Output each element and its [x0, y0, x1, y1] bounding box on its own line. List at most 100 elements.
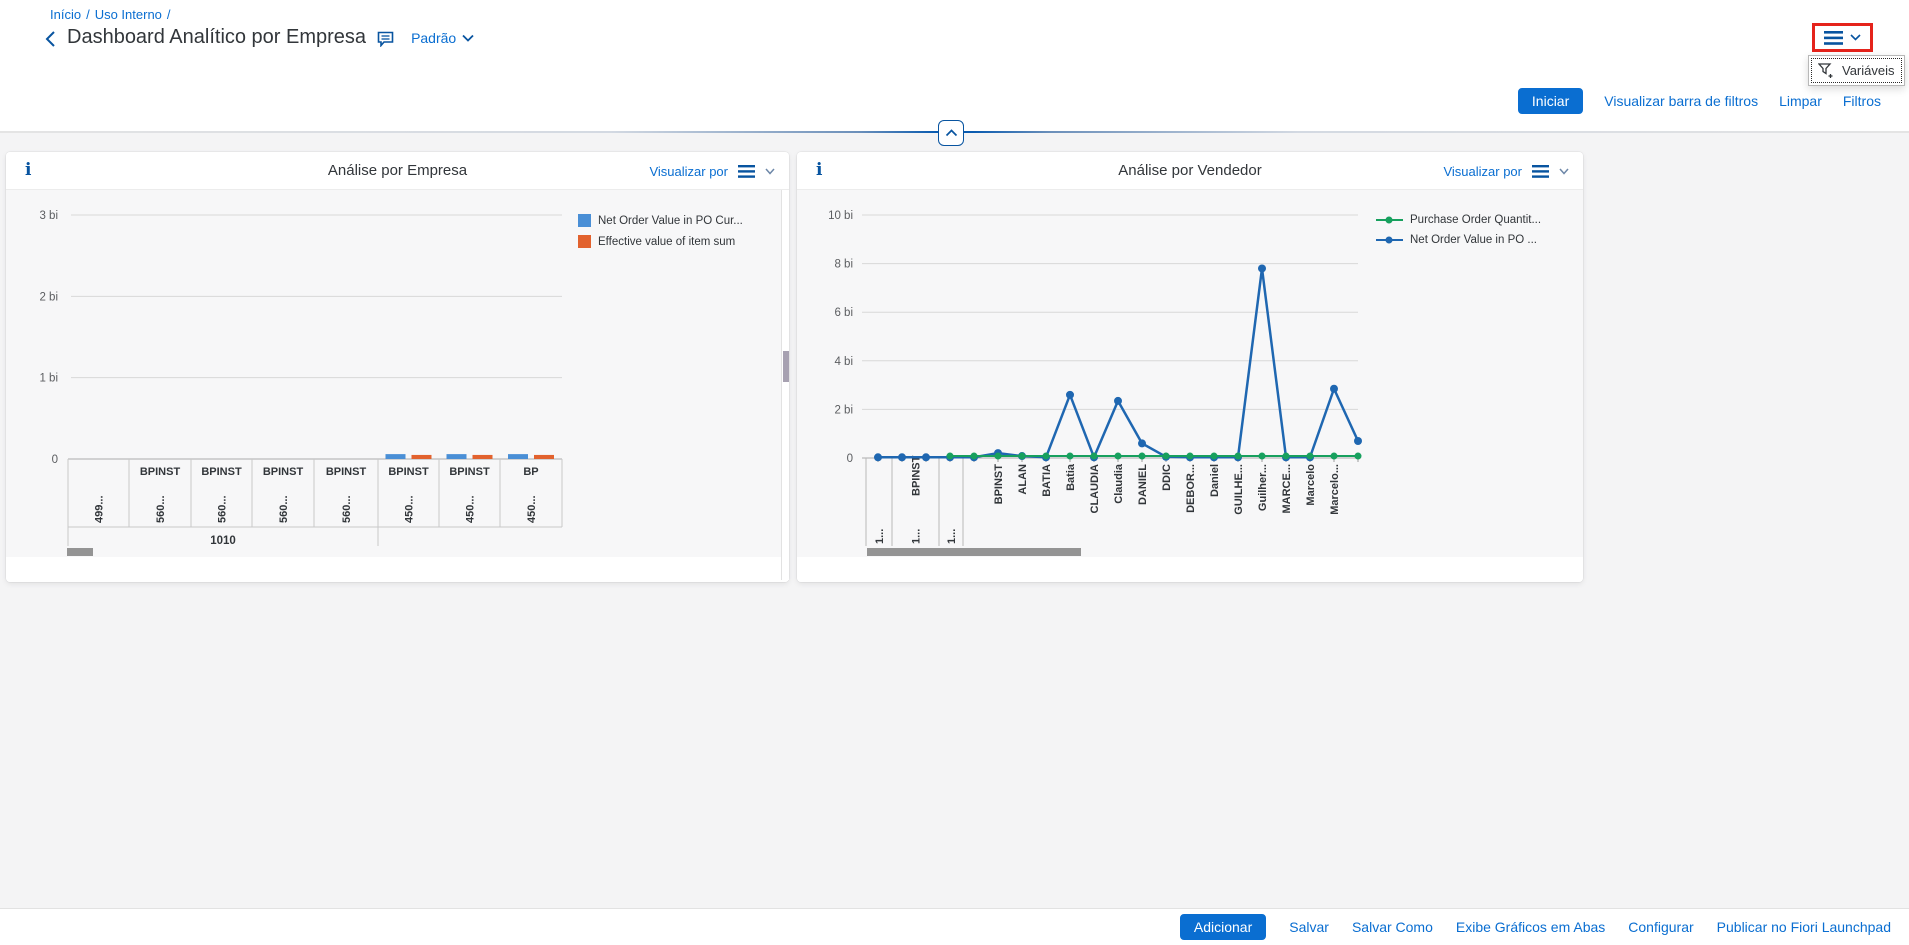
- breadcrumb-link-uso-interno[interactable]: Uso Interno: [94, 7, 162, 22]
- svg-text:560...: 560...: [155, 495, 167, 523]
- svg-text:BPINST: BPINST: [263, 466, 304, 478]
- breadcrumb-link-inicio[interactable]: Início: [50, 7, 82, 22]
- card-bottom-strip: [797, 557, 1583, 582]
- svg-text:BPINST: BPINST: [388, 466, 429, 478]
- chevron-down-icon[interactable]: [1559, 168, 1569, 175]
- svg-text:1010: 1010: [210, 535, 236, 547]
- legend-label: Net Order Value in PO ...: [1410, 234, 1537, 246]
- limpar-link[interactable]: Limpar: [1779, 93, 1822, 109]
- svg-text:0: 0: [847, 453, 853, 465]
- chevron-up-icon: [945, 129, 957, 137]
- svg-text:450...: 450...: [465, 495, 477, 523]
- svg-text:DANIEL: DANIEL: [1137, 464, 1149, 505]
- svg-text:3 bi: 3 bi: [39, 210, 58, 222]
- back-button[interactable]: [44, 30, 56, 48]
- svg-text:1...: 1...: [874, 529, 886, 544]
- chart-menu-icon[interactable]: [738, 164, 755, 178]
- info-icon[interactable]: i: [25, 160, 32, 180]
- vertical-scrollbar-thumb[interactable]: [783, 351, 789, 382]
- variables-menu-item[interactable]: Variáveis: [1808, 55, 1905, 86]
- salvar-como-link[interactable]: Salvar Como: [1351, 919, 1433, 935]
- svg-text:BP: BP: [523, 466, 538, 478]
- svg-text:560...: 560...: [278, 495, 290, 523]
- chart-menu-icon[interactable]: [1532, 164, 1549, 178]
- exibe-graficos-em-abas-link[interactable]: Exibe Gráficos em Abas: [1455, 919, 1606, 935]
- salvar-link[interactable]: Salvar: [1289, 919, 1329, 935]
- shell-header: Início / Uso Interno / Dashboard Analíti…: [0, 0, 1909, 133]
- svg-text:BPINST: BPINST: [911, 455, 923, 496]
- breadcrumb: Início / Uso Interno /: [50, 7, 171, 22]
- svg-text:DEBOR...: DEBOR...: [1185, 464, 1197, 513]
- svg-text:BPINST: BPINST: [326, 466, 367, 478]
- line-chart-canvas[interactable]: 10 bi 8 bi 6 bi 4 bi 2 bi 0 1... 1... BPINST 1...…: [797, 152, 1583, 582]
- chart-legend: Purchase Order Quantit... Net Order Value…: [1376, 214, 1541, 246]
- visualizar-por-link[interactable]: Visualizar por: [649, 163, 728, 179]
- page-title: Dashboard Analítico por Empresa: [67, 26, 367, 48]
- visualizar-barra-de-filtros-link[interactable]: Visualizar barra de filtros: [1604, 93, 1759, 109]
- breadcrumb-separator: /: [86, 7, 90, 22]
- card-title: Análise por Empresa: [327, 162, 468, 179]
- card-header: i Análise por Empresa Visualizar por: [6, 152, 789, 190]
- svg-text:ALAN: ALAN: [1017, 464, 1029, 495]
- svg-text:499...: 499...: [94, 495, 106, 523]
- configurar-link[interactable]: Configurar: [1628, 919, 1694, 935]
- svg-text:2 bi: 2 bi: [39, 291, 58, 303]
- variables-label: Variáveis: [1842, 63, 1895, 78]
- legend-label: Purchase Order Quantit...: [1410, 214, 1542, 226]
- svg-text:1...: 1...: [946, 529, 958, 544]
- svg-text:Batia: Batia: [1065, 463, 1077, 491]
- legend-item[interactable]: Purchase Order Quantit...: [1376, 214, 1541, 226]
- horizontal-scrollbar-thumb[interactable]: [867, 548, 1081, 556]
- legend-item[interactable]: Net Order Value in PO Cur...: [578, 214, 743, 227]
- chevron-down-icon: [1850, 34, 1861, 41]
- horizontal-scrollbar-thumb[interactable]: [67, 548, 93, 556]
- svg-text:Guilher...: Guilher...: [1257, 464, 1269, 511]
- svg-text:10 bi: 10 bi: [828, 210, 853, 222]
- svg-text:560...: 560...: [341, 495, 353, 523]
- collapse-header-button[interactable]: [938, 120, 964, 146]
- shell-menu-button[interactable]: [1824, 30, 1861, 45]
- filterbar-actions: Iniciar Visualizar barra de filtros Limp…: [1517, 88, 1881, 114]
- svg-text:450...: 450...: [526, 495, 538, 523]
- legend-swatch-icon: [578, 214, 591, 227]
- chevron-down-icon[interactable]: [765, 168, 775, 175]
- publicar-no-fiori-launchpad-link[interactable]: Publicar no Fiori Launchpad: [1716, 919, 1891, 935]
- legend-item[interactable]: Effective value of item sum: [578, 235, 743, 248]
- visualizar-por-link[interactable]: Visualizar por: [1443, 163, 1522, 179]
- svg-text:4 bi: 4 bi: [834, 356, 853, 368]
- info-icon[interactable]: i: [816, 160, 823, 180]
- card-title: Análise por Vendedor: [1118, 162, 1262, 179]
- breadcrumb-separator: /: [166, 7, 171, 22]
- svg-text:Claudia: Claudia: [1113, 463, 1125, 504]
- svg-text:560...: 560...: [217, 495, 229, 523]
- filter-add-icon: [1818, 63, 1833, 78]
- legend-item[interactable]: Net Order Value in PO ...: [1376, 234, 1541, 246]
- bar-chart-canvas[interactable]: 3 bi 2 bi 1 bi 0 499... BPINST 560... BPINST 560…: [6, 152, 789, 582]
- chevron-left-icon: [45, 30, 55, 47]
- svg-text:BATIA: BATIA: [1041, 464, 1053, 497]
- variant-label: Padrão: [411, 29, 457, 46]
- iniciar-button[interactable]: Iniciar: [1517, 88, 1584, 114]
- footer-toolbar: Adicionar Salvar Salvar Como Exibe Gráfi…: [0, 908, 1909, 945]
- svg-text:1...: 1...: [911, 529, 923, 544]
- adicionar-button[interactable]: Adicionar: [1179, 914, 1267, 940]
- vertical-scrollbar[interactable]: [781, 190, 789, 580]
- svg-text:8 bi: 8 bi: [834, 259, 853, 271]
- svg-text:Daniel: Daniel: [1209, 464, 1221, 497]
- title-row: Dashboard Analítico por Empresa Padrão: [44, 26, 474, 49]
- legend-line-dot-icon: [1376, 236, 1403, 244]
- svg-text:CLAUDIA: CLAUDIA: [1089, 464, 1101, 514]
- legend-line-dot-icon: [1376, 216, 1403, 224]
- chart-legend: Net Order Value in PO Cur... Effective va…: [578, 214, 743, 248]
- svg-text:BPINST: BPINST: [140, 466, 181, 478]
- comment-icon[interactable]: [377, 31, 394, 47]
- svg-text:BPINST: BPINST: [449, 466, 490, 478]
- card-analise-por-vendedor: 10 bi 8 bi 6 bi 4 bi 2 bi 0 1... 1... BPINST 1...…: [797, 152, 1583, 582]
- legend-swatch-icon: [578, 235, 591, 248]
- variant-selector[interactable]: Padrão: [411, 30, 474, 46]
- filtros-link[interactable]: Filtros: [1842, 93, 1881, 109]
- svg-text:Marcelo: Marcelo: [1305, 464, 1317, 506]
- svg-text:450...: 450...: [404, 495, 416, 523]
- svg-text:2 bi: 2 bi: [834, 404, 853, 416]
